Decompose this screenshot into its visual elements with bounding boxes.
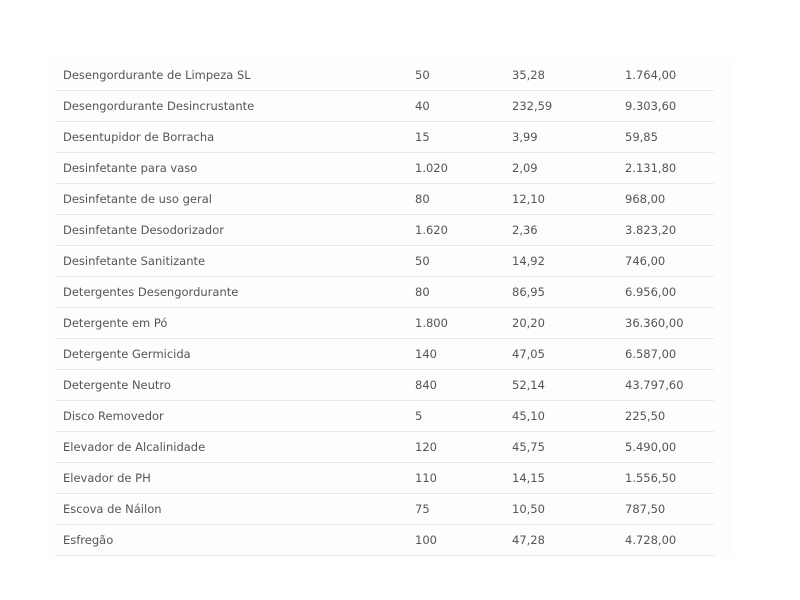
cell-qty: 840 xyxy=(415,369,512,401)
cell-qty: 100 xyxy=(415,524,512,556)
cell-qty: 120 xyxy=(415,431,512,463)
table-row: Detergente em Pó 1.800 20,20 36.360,00 xyxy=(56,307,714,339)
cell-name: Detergente Neutro xyxy=(56,369,415,401)
table-row: Esfregão 100 47,28 4.728,00 xyxy=(56,524,714,556)
cell-name: Desinfetante para vaso xyxy=(56,152,415,184)
cell-unit: 14,92 xyxy=(512,245,625,277)
cell-total: 3.823,20 xyxy=(625,214,714,246)
cell-name: Desengordurante Desincrustante xyxy=(56,90,415,122)
cell-unit: 45,75 xyxy=(512,431,625,463)
cell-qty: 15 xyxy=(415,121,512,153)
cell-total: 746,00 xyxy=(625,245,714,277)
table-row: Detergente Neutro 840 52,14 43.797,60 xyxy=(56,369,714,401)
cell-name: Desengordurante de Limpeza SL xyxy=(56,60,415,91)
table-row: Desinfetante Desodorizador 1.620 2,36 3.823… xyxy=(56,214,714,246)
cell-total: 2.131,80 xyxy=(625,152,714,184)
table-row: Desengordurante Desincrustante 40 232,59 9.… xyxy=(56,90,714,122)
cell-qty: 80 xyxy=(415,276,512,308)
cell-qty: 50 xyxy=(415,245,512,277)
cell-name: Detergente Germicida xyxy=(56,338,415,370)
cell-name: Disco Removedor xyxy=(56,400,415,432)
cell-total: 225,50 xyxy=(625,400,714,432)
cell-unit: 52,14 xyxy=(512,369,625,401)
table-row: Detergentes Desengordurante 80 86,95 6.956,… xyxy=(56,276,714,308)
cell-name: Desentupidor de Borracha xyxy=(56,121,415,153)
cell-unit: 45,10 xyxy=(512,400,625,432)
cell-unit: 47,05 xyxy=(512,338,625,370)
cell-total: 968,00 xyxy=(625,183,714,215)
cell-qty: 1.620 xyxy=(415,214,512,246)
cell-total: 6.956,00 xyxy=(625,276,714,308)
table-row: Escova de Náilon 75 10,50 787,50 xyxy=(56,493,714,525)
cell-total: 43.797,60 xyxy=(625,369,714,401)
cell-qty: 1.800 xyxy=(415,307,512,339)
cell-qty: 110 xyxy=(415,462,512,494)
cell-qty: 140 xyxy=(415,338,512,370)
cell-unit: 232,59 xyxy=(512,90,625,122)
cell-name: Desinfetante de uso geral xyxy=(56,183,415,215)
cell-name: Elevador de PH xyxy=(56,462,415,494)
table-row: Elevador de Alcalinidade 120 45,75 5.490,00 xyxy=(56,431,714,463)
table-row: Detergente Germicida 140 47,05 6.587,00 xyxy=(56,338,714,370)
cell-qty: 5 xyxy=(415,400,512,432)
cell-total: 9.303,60 xyxy=(625,90,714,122)
cell-unit: 12,10 xyxy=(512,183,625,215)
cell-total: 36.360,00 xyxy=(625,307,714,339)
cell-total: 6.587,00 xyxy=(625,338,714,370)
cell-name: Detergente em Pó xyxy=(56,307,415,339)
cell-qty: 40 xyxy=(415,90,512,122)
cell-unit: 3,99 xyxy=(512,121,625,153)
cell-total: 787,50 xyxy=(625,493,714,525)
cell-name: Desinfetante Sanitizante xyxy=(56,245,415,277)
cell-unit: 2,09 xyxy=(512,152,625,184)
cell-unit: 47,28 xyxy=(512,524,625,556)
cell-name: Detergentes Desengordurante xyxy=(56,276,415,308)
table-row: Desentupidor de Borracha 15 3,99 59,85 xyxy=(56,121,714,153)
table-row: Desinfetante para vaso 1.020 2,09 2.131,80 xyxy=(56,152,714,184)
cell-unit: 14,15 xyxy=(512,462,625,494)
cell-unit: 20,20 xyxy=(512,307,625,339)
cell-name: Desinfetante Desodorizador xyxy=(56,214,415,246)
table-row: Desinfetante Sanitizante 50 14,92 746,00 xyxy=(56,245,714,277)
cell-name: Escova de Náilon xyxy=(56,493,415,525)
products-table: Desengordurante de Limpeza SL 50 35,28 1.76… xyxy=(56,60,714,556)
cell-total: 1.764,00 xyxy=(625,60,714,91)
cell-total: 5.490,00 xyxy=(625,431,714,463)
cell-qty: 80 xyxy=(415,183,512,215)
cell-unit: 86,95 xyxy=(512,276,625,308)
table-row: Disco Removedor 5 45,10 225,50 xyxy=(56,400,714,432)
cell-total: 1.556,50 xyxy=(625,462,714,494)
cell-name: Elevador de Alcalinidade xyxy=(56,431,415,463)
table-row: Desinfetante de uso geral 80 12,10 968,00 xyxy=(56,183,714,215)
cell-unit: 2,36 xyxy=(512,214,625,246)
cell-unit: 35,28 xyxy=(512,60,625,91)
cell-qty: 75 xyxy=(415,493,512,525)
table-row: Elevador de PH 110 14,15 1.556,50 xyxy=(56,462,714,494)
cell-unit: 10,50 xyxy=(512,493,625,525)
cell-name: Esfregão xyxy=(56,524,415,556)
cell-qty: 50 xyxy=(415,60,512,91)
cell-total: 59,85 xyxy=(625,121,714,153)
table-row: Desengordurante de Limpeza SL 50 35,28 1.76… xyxy=(56,60,714,91)
cell-qty: 1.020 xyxy=(415,152,512,184)
cell-total: 4.728,00 xyxy=(625,524,714,556)
